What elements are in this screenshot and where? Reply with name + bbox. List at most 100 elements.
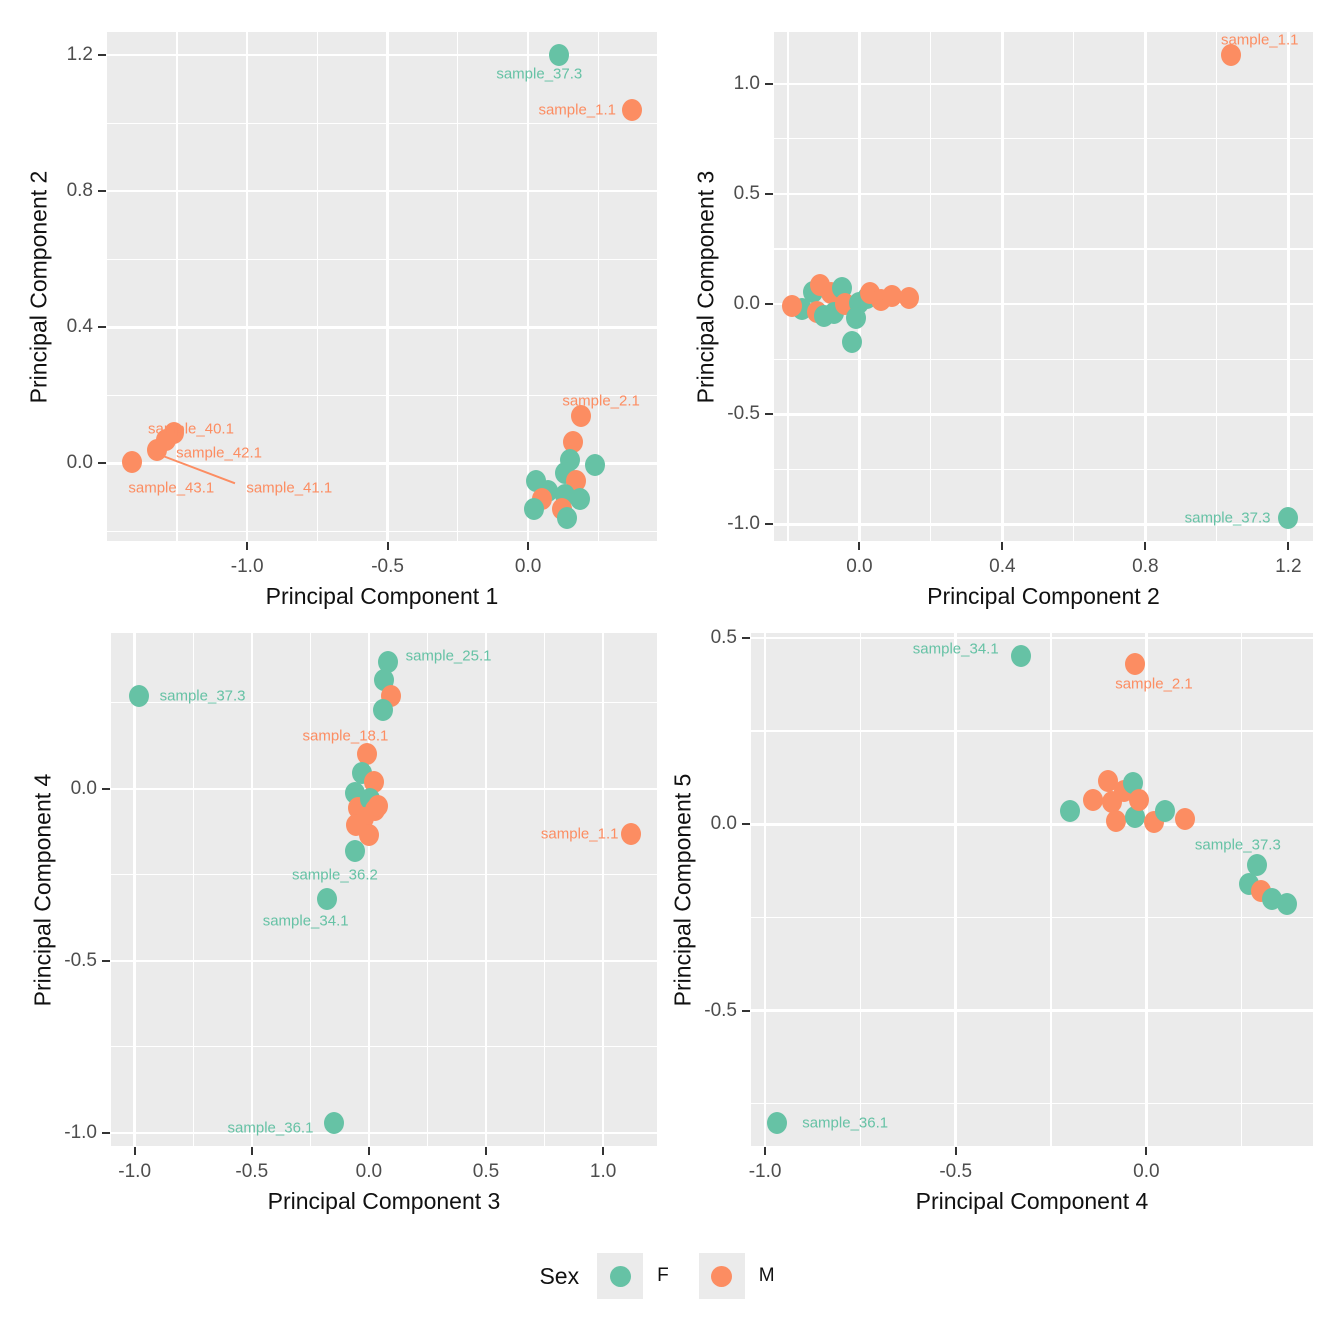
- major-gridline-y: [751, 823, 1313, 826]
- major-gridline-x: [858, 32, 861, 541]
- x-tick-label: 0.0: [355, 1161, 383, 1182]
- data-point-female: [1124, 805, 1145, 828]
- x-tick-mark: [527, 542, 530, 550]
- legend-key-f: [597, 1253, 644, 1299]
- y-tick-mark: [765, 303, 773, 306]
- minor-gridline-y: [774, 248, 1313, 250]
- y-tick-label: -0.5: [704, 999, 737, 1021]
- y-tick-label: -0.5: [64, 949, 97, 971]
- major-gridline-y: [751, 1009, 1313, 1012]
- legend-title: Sex: [539, 1262, 580, 1289]
- major-gridline-y: [107, 53, 657, 57]
- y-axis-title: Principal Component 4: [29, 773, 56, 1006]
- x-tick-mark: [1145, 1147, 1148, 1155]
- data-point-female: [372, 698, 393, 721]
- x-tick-label: -1.0: [748, 1161, 782, 1182]
- point-label: sample_37.3: [1194, 836, 1281, 854]
- minor-gridline-y: [107, 122, 657, 124]
- data-point-female: [585, 454, 606, 477]
- data-point-female: [1155, 800, 1176, 823]
- minor-gridline-y: [107, 394, 657, 396]
- point-label: sample_37.3: [1184, 509, 1271, 527]
- y-tick-label: 0.5: [733, 182, 760, 204]
- x-tick-label: 0.0: [846, 556, 873, 577]
- data-point-female: [377, 650, 398, 673]
- major-gridline-y: [111, 1131, 657, 1135]
- x-tick-label: -0.5: [371, 556, 404, 577]
- legend-dot-f: [609, 1265, 631, 1287]
- x-tick-mark: [954, 1147, 957, 1155]
- x-tick-mark: [133, 1147, 136, 1155]
- major-gridline-x: [250, 633, 254, 1146]
- point-label: sample_40.1: [148, 420, 234, 438]
- data-point-male: [368, 795, 389, 818]
- x-tick-label: -1.0: [118, 1161, 152, 1182]
- y-tick-mark: [765, 413, 773, 416]
- data-point-female: [842, 330, 863, 353]
- x-tick-mark: [367, 1147, 370, 1155]
- data-point-female: [1277, 893, 1298, 916]
- y-tick-label: 0.0: [66, 452, 93, 474]
- minor-gridline-y: [774, 358, 1313, 360]
- data-point-male: [1083, 789, 1103, 812]
- y-tick-mark: [742, 636, 750, 639]
- data-point-female: [523, 498, 544, 521]
- minor-gridline-x: [543, 633, 546, 1146]
- data-point-male: [571, 404, 592, 427]
- major-gridline-x: [1001, 32, 1004, 541]
- data-point-male: [621, 822, 642, 845]
- point-label: sample_1.1: [540, 825, 619, 843]
- minor-gridline-x: [176, 32, 178, 541]
- x-tick-mark: [602, 1147, 605, 1155]
- major-gridline-y: [774, 523, 1313, 526]
- point-label: sample_25.1: [405, 647, 492, 665]
- data-point-male: [1105, 809, 1126, 832]
- major-gridline-x: [484, 633, 488, 1146]
- data-point-female: [1123, 772, 1144, 795]
- major-gridline-y: [774, 413, 1313, 416]
- major-gridline-y: [774, 302, 1313, 306]
- x-axis-title: Principal Component 3: [267, 1188, 501, 1214]
- data-point-female: [845, 307, 866, 330]
- x-axis-title: Principal Component 1: [265, 583, 499, 609]
- y-tick-mark: [98, 462, 106, 465]
- minor-gridline-x: [192, 633, 194, 1146]
- y-tick-label: 1.2: [66, 44, 93, 66]
- data-point-male: [1174, 807, 1195, 830]
- data-point-female: [831, 276, 852, 299]
- y-tick-mark: [102, 959, 110, 962]
- point-label: sample_36.2: [291, 866, 378, 884]
- x-tick-mark: [485, 1147, 487, 1155]
- y-axis-title: Principal Component 3: [692, 170, 719, 403]
- minor-gridline-x: [597, 32, 599, 541]
- y-tick-label: 0.5: [710, 626, 737, 648]
- major-gridline-y: [111, 959, 657, 963]
- major-gridline-x: [526, 32, 530, 541]
- y-tick-mark: [102, 787, 110, 790]
- minor-gridline-x: [787, 32, 789, 541]
- major-gridline-x: [954, 633, 957, 1146]
- plot-panel-principal-component-4-vs-principal-component-5: [751, 633, 1313, 1146]
- point-label: sample_36.1: [802, 1114, 889, 1131]
- x-tick-mark: [858, 542, 861, 550]
- data-point-female: [1010, 645, 1031, 668]
- data-point-female: [1246, 854, 1267, 877]
- data-point-male: [363, 770, 384, 793]
- x-tick-mark: [1144, 542, 1147, 550]
- data-point-male: [164, 421, 185, 444]
- data-point-male: [122, 450, 142, 473]
- major-gridline-x: [367, 633, 371, 1146]
- major-gridline-x: [601, 633, 605, 1146]
- major-gridline-y: [107, 189, 657, 193]
- point-label: sample_1.1: [538, 101, 616, 119]
- x-tick-label: 0.0: [514, 556, 542, 577]
- minor-gridline-x: [426, 633, 429, 1146]
- point-label: sample_34.1: [262, 912, 349, 930]
- data-point-male: [563, 431, 583, 454]
- data-point-female: [548, 44, 569, 67]
- y-tick-mark: [765, 82, 773, 85]
- minor-gridline-y: [751, 1103, 1313, 1105]
- y-tick-mark: [102, 1131, 110, 1134]
